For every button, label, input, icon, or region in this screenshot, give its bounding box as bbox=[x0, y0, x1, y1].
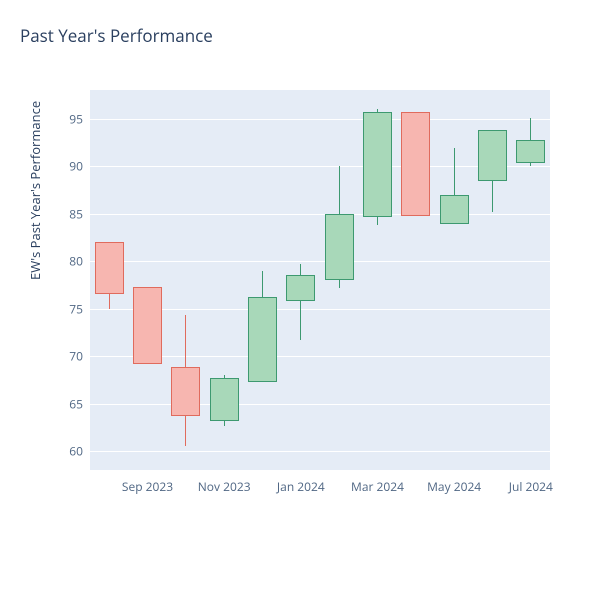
y-tick-label: 65 bbox=[53, 395, 83, 412]
y-tick-label: 70 bbox=[53, 348, 83, 365]
candle-body bbox=[95, 242, 124, 294]
gridline bbox=[90, 119, 550, 120]
x-tick-label: Nov 2023 bbox=[198, 478, 251, 495]
candle-body bbox=[133, 287, 162, 364]
y-tick-label: 95 bbox=[53, 110, 83, 127]
candle-body bbox=[401, 112, 430, 217]
candle-body bbox=[286, 275, 315, 301]
chart-title: Past Year's Performance bbox=[20, 24, 213, 47]
y-tick-label: 60 bbox=[53, 443, 83, 460]
x-tick-label: Jan 2024 bbox=[277, 478, 325, 495]
candle-body bbox=[210, 378, 239, 421]
chart-container: Past Year's Performance EW's Past Year's… bbox=[0, 0, 600, 600]
candle-body bbox=[248, 297, 277, 382]
gridline bbox=[90, 214, 550, 215]
x-tick-label: Mar 2024 bbox=[351, 478, 404, 495]
y-tick-label: 80 bbox=[53, 253, 83, 270]
x-tick-label: Sep 2023 bbox=[122, 478, 173, 495]
gridline bbox=[90, 404, 550, 405]
x-tick-label: May 2024 bbox=[427, 478, 481, 495]
candle-body bbox=[325, 214, 354, 280]
y-axis-label: EW's Past Year's Performance bbox=[26, 101, 44, 280]
candle-body bbox=[171, 367, 200, 415]
y-tick-label: 75 bbox=[53, 300, 83, 317]
gridline bbox=[90, 451, 550, 452]
plot-area bbox=[90, 90, 550, 470]
y-tick-label: 85 bbox=[53, 205, 83, 222]
candle-body bbox=[478, 130, 507, 181]
candle-body bbox=[440, 195, 469, 224]
y-tick-label: 90 bbox=[53, 158, 83, 175]
candle-body bbox=[516, 140, 545, 163]
candle-body bbox=[363, 112, 392, 217]
x-tick-label: Jul 2024 bbox=[509, 478, 553, 495]
gridline bbox=[90, 261, 550, 262]
